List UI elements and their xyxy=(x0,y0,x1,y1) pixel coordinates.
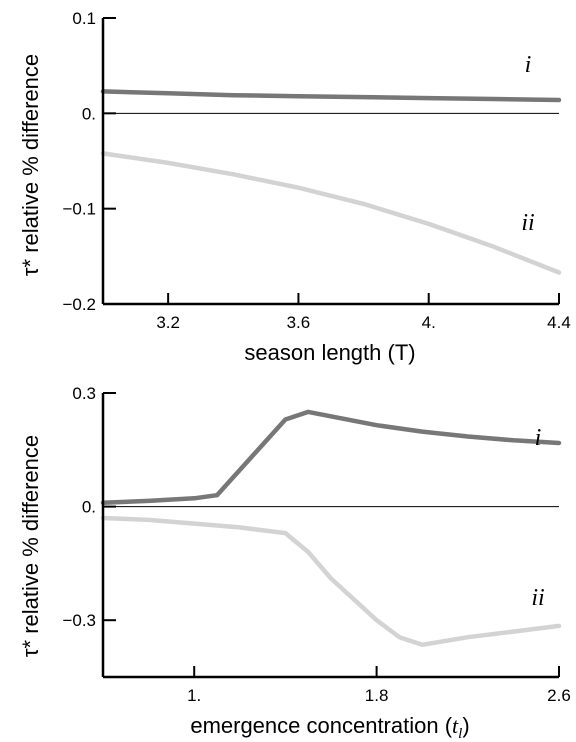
top-y-tick-label: −0.1 xyxy=(62,200,96,219)
top-series-label-ii: ii xyxy=(521,210,534,236)
bottom-x-axis-title-close: ) xyxy=(462,713,469,738)
top-y-tick-label: 0.1 xyxy=(72,9,96,28)
bottom-series-label-ii: ii xyxy=(531,585,544,611)
bottom-x-axis-title-sub: l xyxy=(458,726,462,742)
top-series-label-i: i xyxy=(525,52,532,78)
bottom-x-axis-title-var: t xyxy=(452,713,459,738)
bottom-x-axis-title-main: emergence concentration ( xyxy=(190,713,452,738)
bottom-panel: τ* relative % difference iii−0.30.0.31. 1… xyxy=(18,384,571,742)
top-y-tick-label: 0. xyxy=(82,104,96,123)
top-y-axis-title: τ* relative % difference xyxy=(18,54,43,276)
top-x-tick-label: 4. xyxy=(422,313,436,332)
top-x-tick-label: 3.6 xyxy=(287,313,311,332)
bottom-series-label-i: i xyxy=(535,425,542,451)
top-series-line-i xyxy=(100,89,562,103)
bottom-x-tick-label: 1. xyxy=(187,686,201,705)
bottom-y-tick-label: 0. xyxy=(82,498,96,517)
bottom-series-line-ii xyxy=(100,515,562,648)
bottom-x-tick-label: 1.8 xyxy=(365,686,389,705)
top-x-axis-title: season length (T) xyxy=(244,340,415,365)
top-y-tick-label: −0.2 xyxy=(62,295,96,314)
bottom-plot-area: iii−0.30.0.31. 1.8 2.6 xyxy=(62,384,570,705)
top-panel: τ* relative % difference iii−0.2−0.10.0.… xyxy=(18,9,571,365)
top-x-tick-label: 3.2 xyxy=(156,313,180,332)
bottom-x-tick-label: 2.6 xyxy=(547,686,571,705)
bottom-y-tick-label: 0.3 xyxy=(72,384,96,403)
top-x-tick-label: 4.4 xyxy=(547,313,571,332)
bottom-x-axis-title: emergence concentration (tl) xyxy=(190,713,469,742)
bottom-y-axis-title: τ* relative % difference xyxy=(18,435,43,657)
top-series-line-ii xyxy=(100,151,562,275)
bottom-series-line-i xyxy=(100,409,562,506)
top-plot-area: iii−0.2−0.10.0.13.2 3.6 4. 4.4 xyxy=(62,9,570,332)
bottom-y-tick-label: −0.3 xyxy=(62,611,96,630)
